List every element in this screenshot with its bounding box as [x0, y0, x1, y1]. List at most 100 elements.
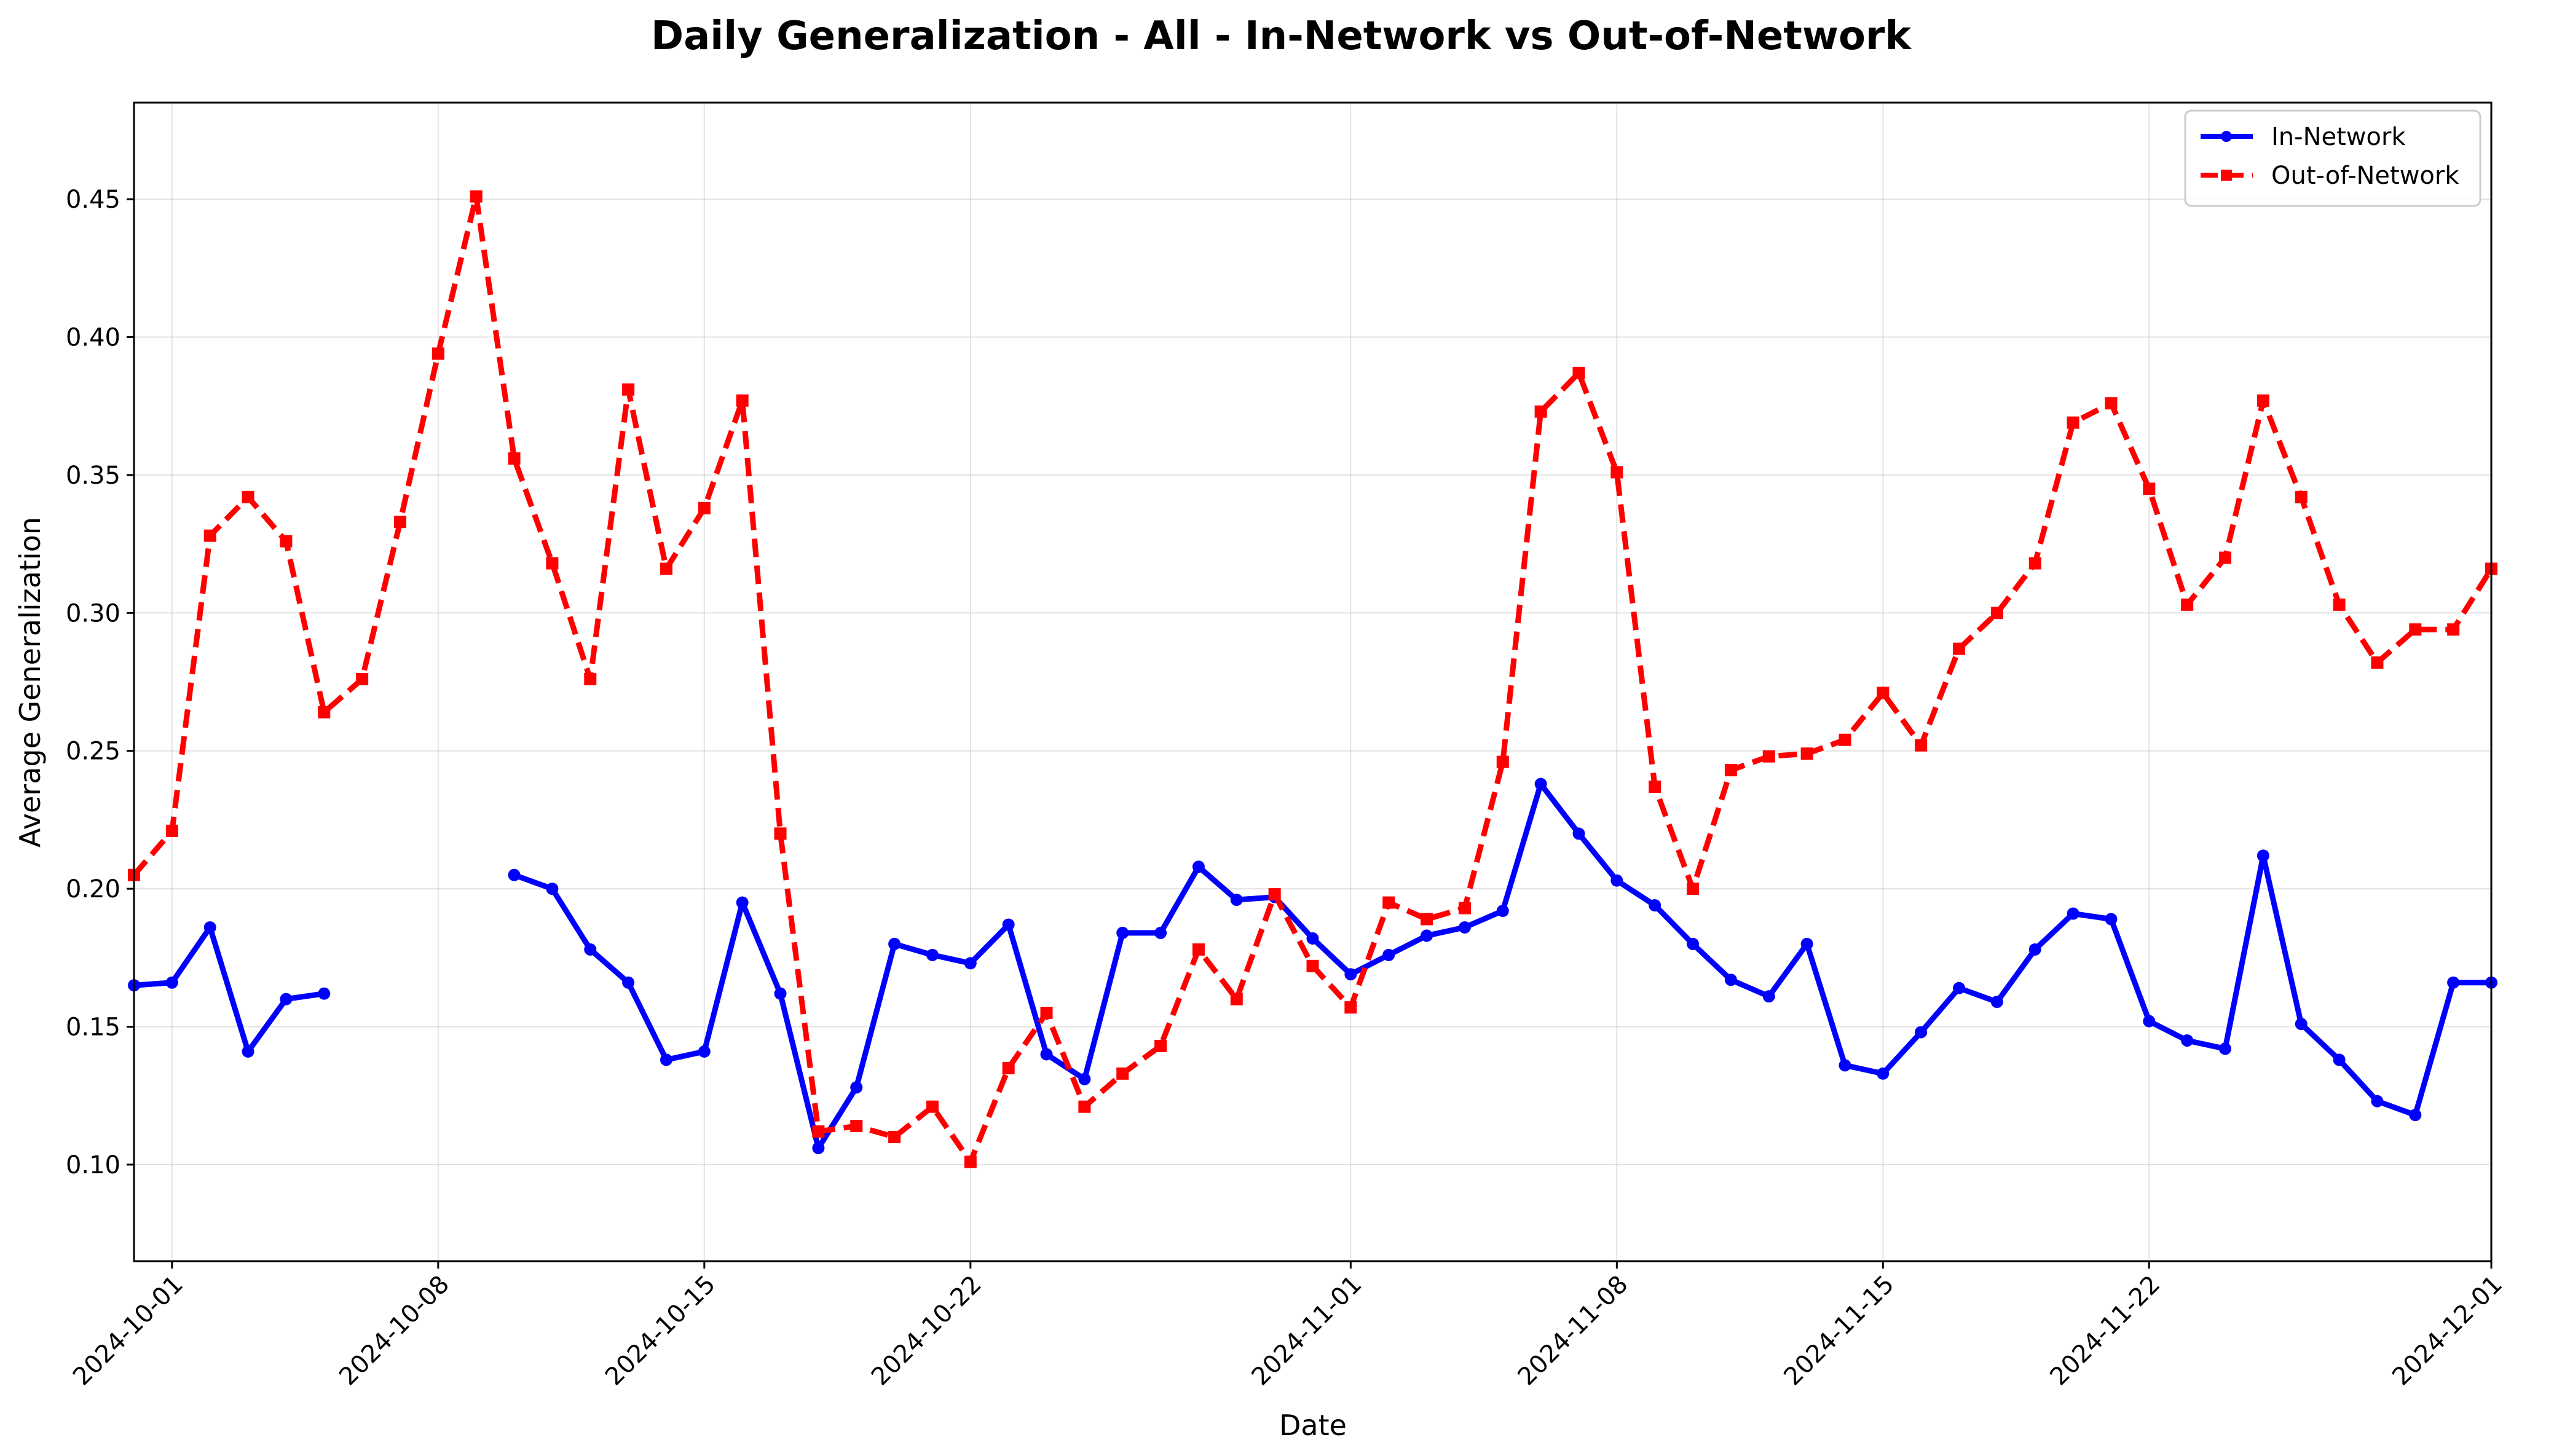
data-point-out-of-network [1002, 1061, 1015, 1074]
data-point-in-network [242, 1045, 254, 1058]
data-point-out-of-network [2409, 623, 2422, 636]
data-point-in-network [622, 976, 635, 989]
data-point-in-network [1458, 921, 1471, 934]
data-point-in-network [888, 937, 901, 950]
y-tick-label: 0.10 [66, 1151, 120, 1179]
data-point-out-of-network [1953, 642, 1966, 655]
data-point-out-of-network [926, 1100, 939, 1113]
data-point-in-network [736, 896, 749, 909]
data-point-in-network [1496, 905, 1509, 918]
data-point-out-of-network [584, 673, 597, 686]
data-point-out-of-network [698, 502, 711, 514]
data-point-in-network [1724, 974, 1737, 986]
data-point-in-network [1877, 1067, 1890, 1080]
data-point-in-network [1800, 937, 1813, 950]
y-tick-label: 0.25 [66, 738, 120, 766]
data-point-in-network [318, 987, 331, 1000]
data-point-in-network [1572, 827, 1585, 840]
data-point-out-of-network [546, 557, 559, 570]
data-point-in-network [2143, 1015, 2156, 1028]
data-point-out-of-network [812, 1125, 825, 1138]
data-point-in-network [203, 921, 216, 934]
data-point-out-of-network [432, 347, 444, 360]
data-point-out-of-network [508, 452, 521, 465]
data-point-out-of-network [393, 516, 406, 529]
data-point-out-of-network [1990, 607, 2003, 620]
data-point-out-of-network [1154, 1039, 1167, 1052]
data-point-out-of-network [242, 490, 254, 503]
data-point-in-network [812, 1141, 825, 1154]
data-point-out-of-network [850, 1120, 863, 1133]
data-point-in-network [1915, 1026, 1928, 1039]
chart-title: Daily Generalization - All - In-Network … [651, 14, 1912, 59]
data-point-in-network [1192, 860, 1205, 873]
data-point-out-of-network [2028, 557, 2041, 570]
legend-marker-in-network [2221, 131, 2232, 142]
data-point-out-of-network [1839, 733, 1851, 746]
data-point-in-network [584, 943, 597, 956]
data-point-in-network [2409, 1109, 2422, 1122]
y-tick-label: 0.15 [66, 1013, 120, 1042]
data-point-in-network [1649, 899, 1661, 912]
data-point-out-of-network [736, 394, 749, 407]
data-point-out-of-network [1421, 913, 1433, 926]
legend: In-Network Out-of-Network [2184, 109, 2481, 207]
data-point-out-of-network [1268, 888, 1281, 901]
data-point-in-network [2067, 907, 2079, 920]
data-point-in-network [660, 1053, 672, 1066]
data-point-out-of-network [1040, 1007, 1053, 1020]
data-point-in-network [1154, 926, 1167, 939]
data-point-in-network [1306, 932, 1319, 945]
data-point-out-of-network [2257, 394, 2269, 407]
data-point-in-network [1421, 929, 1433, 942]
data-point-out-of-network [356, 673, 369, 686]
data-point-out-of-network [660, 562, 672, 575]
data-point-out-of-network [1610, 466, 1623, 479]
data-point-out-of-network [2447, 623, 2460, 636]
data-point-out-of-network [1382, 896, 1395, 909]
data-point-out-of-network [2295, 490, 2308, 503]
data-point-out-of-network [2181, 598, 2194, 611]
series-in-network [128, 777, 2497, 1154]
data-point-out-of-network [1649, 781, 1661, 793]
data-point-in-network [1382, 948, 1395, 961]
y-tick-label: 0.35 [66, 462, 120, 490]
data-point-out-of-network [470, 190, 483, 203]
data-point-out-of-network [2143, 482, 2156, 495]
x-axis-label: Date [1279, 1409, 1347, 1442]
data-point-out-of-network [1877, 687, 1890, 699]
data-point-in-network [698, 1045, 711, 1058]
data-point-in-network [2447, 976, 2460, 989]
data-point-out-of-network [1724, 764, 1737, 777]
data-point-in-network [1002, 918, 1015, 931]
y-tick-label: 0.30 [66, 599, 120, 628]
data-point-in-network [2257, 849, 2269, 862]
plot-frame [133, 101, 2493, 1262]
y-tick-label: 0.45 [66, 186, 120, 214]
data-point-in-network [1953, 982, 1966, 994]
data-point-out-of-network [2067, 416, 2079, 429]
series-layer [128, 190, 2497, 1168]
data-point-out-of-network [1230, 993, 1243, 1005]
legend-box [2184, 109, 2481, 207]
data-point-out-of-network [2105, 397, 2118, 410]
data-point-in-network [1687, 937, 1700, 950]
data-point-out-of-network [774, 827, 787, 840]
data-point-in-network [2028, 943, 2041, 956]
y-axis-label: Average Generalization [14, 517, 47, 848]
data-point-in-network [1116, 926, 1129, 939]
data-point-out-of-network [1800, 747, 1813, 760]
data-point-in-network [2105, 913, 2118, 926]
legend-label-in-network: In-Network [2271, 123, 2406, 151]
data-point-out-of-network [2219, 551, 2232, 564]
data-point-out-of-network [1534, 405, 1547, 418]
legend-label-out-of-network: Out-of-Network [2271, 162, 2459, 190]
data-point-out-of-network [1915, 739, 1928, 752]
y-tick-label: 0.20 [66, 875, 120, 903]
data-point-out-of-network [1344, 1001, 1357, 1014]
data-point-in-network [1990, 996, 2003, 1009]
data-point-in-network [850, 1081, 863, 1094]
data-point-out-of-network [1192, 943, 1205, 956]
